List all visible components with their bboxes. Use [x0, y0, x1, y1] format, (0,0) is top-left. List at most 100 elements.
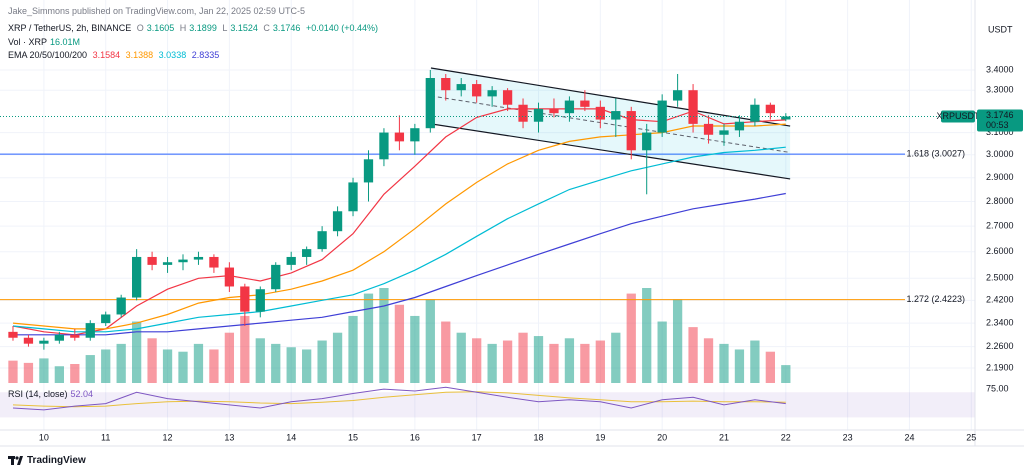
- volume-bar: [410, 315, 420, 383]
- ohlc-value: 3.1605: [146, 23, 175, 33]
- volume-bar: [363, 293, 374, 383]
- x-tick-label: 17: [472, 432, 482, 442]
- candle-body: [39, 340, 49, 344]
- candle-body: [642, 132, 652, 151]
- ohlc-label: L: [222, 23, 228, 33]
- y-tick-label: 2.4200: [986, 295, 1014, 305]
- x-tick-label: 12: [163, 432, 173, 442]
- channel-mid: [430, 95, 791, 153]
- volume-bar: [487, 343, 497, 383]
- published-note: Jake_Simmons published on TradingView.co…: [8, 6, 306, 16]
- candle-body: [734, 121, 745, 131]
- rsi-line: [12, 386, 786, 411]
- ema-line: [12, 108, 786, 336]
- y-tick-label: 2.5000: [986, 273, 1014, 283]
- ohlc-label: C: [263, 23, 270, 33]
- candle-body: [626, 111, 636, 151]
- candle-body: [533, 108, 544, 122]
- rsi-line: RSI (14, close) 52.04: [8, 389, 96, 399]
- candle-body: [131, 256, 142, 298]
- candle-body: [688, 90, 698, 124]
- x-tick-label: 21: [719, 432, 729, 442]
- candle-body: [703, 123, 714, 135]
- candle-body: [379, 132, 389, 160]
- volume-bar: [147, 338, 157, 383]
- volume-bar: [116, 343, 126, 383]
- rsi-tick-label: 75.00: [986, 384, 1009, 394]
- y-tick-label: 3.3000: [986, 85, 1014, 95]
- volume-bar: [502, 340, 513, 383]
- candle-body: [101, 314, 111, 324]
- x-tick-label: 10: [39, 432, 49, 442]
- ema-line: [12, 123, 786, 330]
- x-tick-label: 20: [657, 432, 667, 442]
- volume-bar: [332, 332, 343, 383]
- candle-body: [209, 256, 219, 268]
- candle-body: [549, 108, 559, 114]
- ema-line: [12, 146, 786, 333]
- rsi-band: [0, 392, 975, 418]
- volume-bar: [703, 338, 714, 383]
- volume-bar: [379, 288, 389, 383]
- volume-bar: [178, 351, 188, 383]
- volume-bar: [719, 343, 729, 383]
- rsi-label: RSI (14, close): [8, 389, 68, 399]
- ema-label: EMA 20/50/100/200: [8, 50, 88, 60]
- y-tick-label: 2.8000: [986, 196, 1014, 206]
- candle-body: [487, 90, 497, 97]
- y-tick-label: 2.3400: [986, 317, 1014, 327]
- x-tick-label: 23: [843, 432, 853, 442]
- volume-bar: [317, 340, 327, 383]
- volume-bar: [39, 358, 49, 383]
- candle-body: [394, 132, 405, 142]
- ohlc-value: 3.1899: [189, 23, 217, 33]
- symbol-line: XRP / TetherUS, 2h, BINANCE O 3.1605 H 3.1…: [8, 23, 381, 33]
- volume-bar: [750, 340, 760, 383]
- y-tick-label: 3.1000: [986, 127, 1014, 137]
- y-tick-label: 2.9000: [986, 172, 1014, 182]
- fib-label: 1.272 (2.4223): [906, 294, 965, 304]
- candle-body: [193, 256, 204, 260]
- volume-bar: [657, 321, 667, 383]
- candle-body: [85, 323, 95, 338]
- volume-bar: [425, 299, 435, 383]
- volume-bar: [240, 315, 250, 383]
- candle-body: [23, 337, 34, 344]
- y-tick-label: 2.7000: [986, 221, 1014, 231]
- candle-body: [672, 90, 683, 101]
- volume-bar: [271, 343, 281, 383]
- volume-bar: [441, 321, 451, 383]
- ohlc-label: O: [136, 23, 144, 33]
- time-axis: [0, 430, 975, 473]
- volume-bar: [642, 288, 652, 383]
- candle-body: [441, 78, 451, 91]
- ema-value: 3.1388: [125, 50, 154, 60]
- fib-label: 1.618 (3.0027): [906, 149, 965, 159]
- candle-body: [750, 104, 760, 122]
- x-tick-label: 14: [286, 432, 296, 442]
- ohlc-value: 3.1746: [272, 23, 301, 33]
- tag-countdown: 00:53: [986, 120, 1009, 130]
- volume-bar: [456, 332, 466, 383]
- candle-body: [363, 159, 374, 183]
- volume-label: Vol · XRP: [8, 37, 48, 47]
- candle-body: [116, 297, 126, 315]
- candle-body: [425, 78, 435, 129]
- volume-bar: [8, 360, 18, 383]
- candle-body: [564, 100, 575, 114]
- volume-bar: [595, 340, 605, 383]
- y-tick-label: 2.1900: [986, 362, 1014, 372]
- volume-value: 16.01M: [50, 37, 81, 47]
- y-tick-label: 3.0000: [986, 149, 1014, 159]
- x-tick-label: 25: [966, 432, 976, 442]
- x-tick-label: 19: [595, 432, 605, 442]
- volume-bar: [688, 327, 698, 383]
- volume-bar: [518, 332, 528, 383]
- volume-bar: [472, 338, 482, 383]
- currency: USDT: [988, 24, 1013, 34]
- y-tick-label: 2.2600: [986, 341, 1014, 351]
- channel-fill: [430, 67, 791, 179]
- x-tick-label: 15: [348, 432, 358, 442]
- logo: [8, 456, 23, 465]
